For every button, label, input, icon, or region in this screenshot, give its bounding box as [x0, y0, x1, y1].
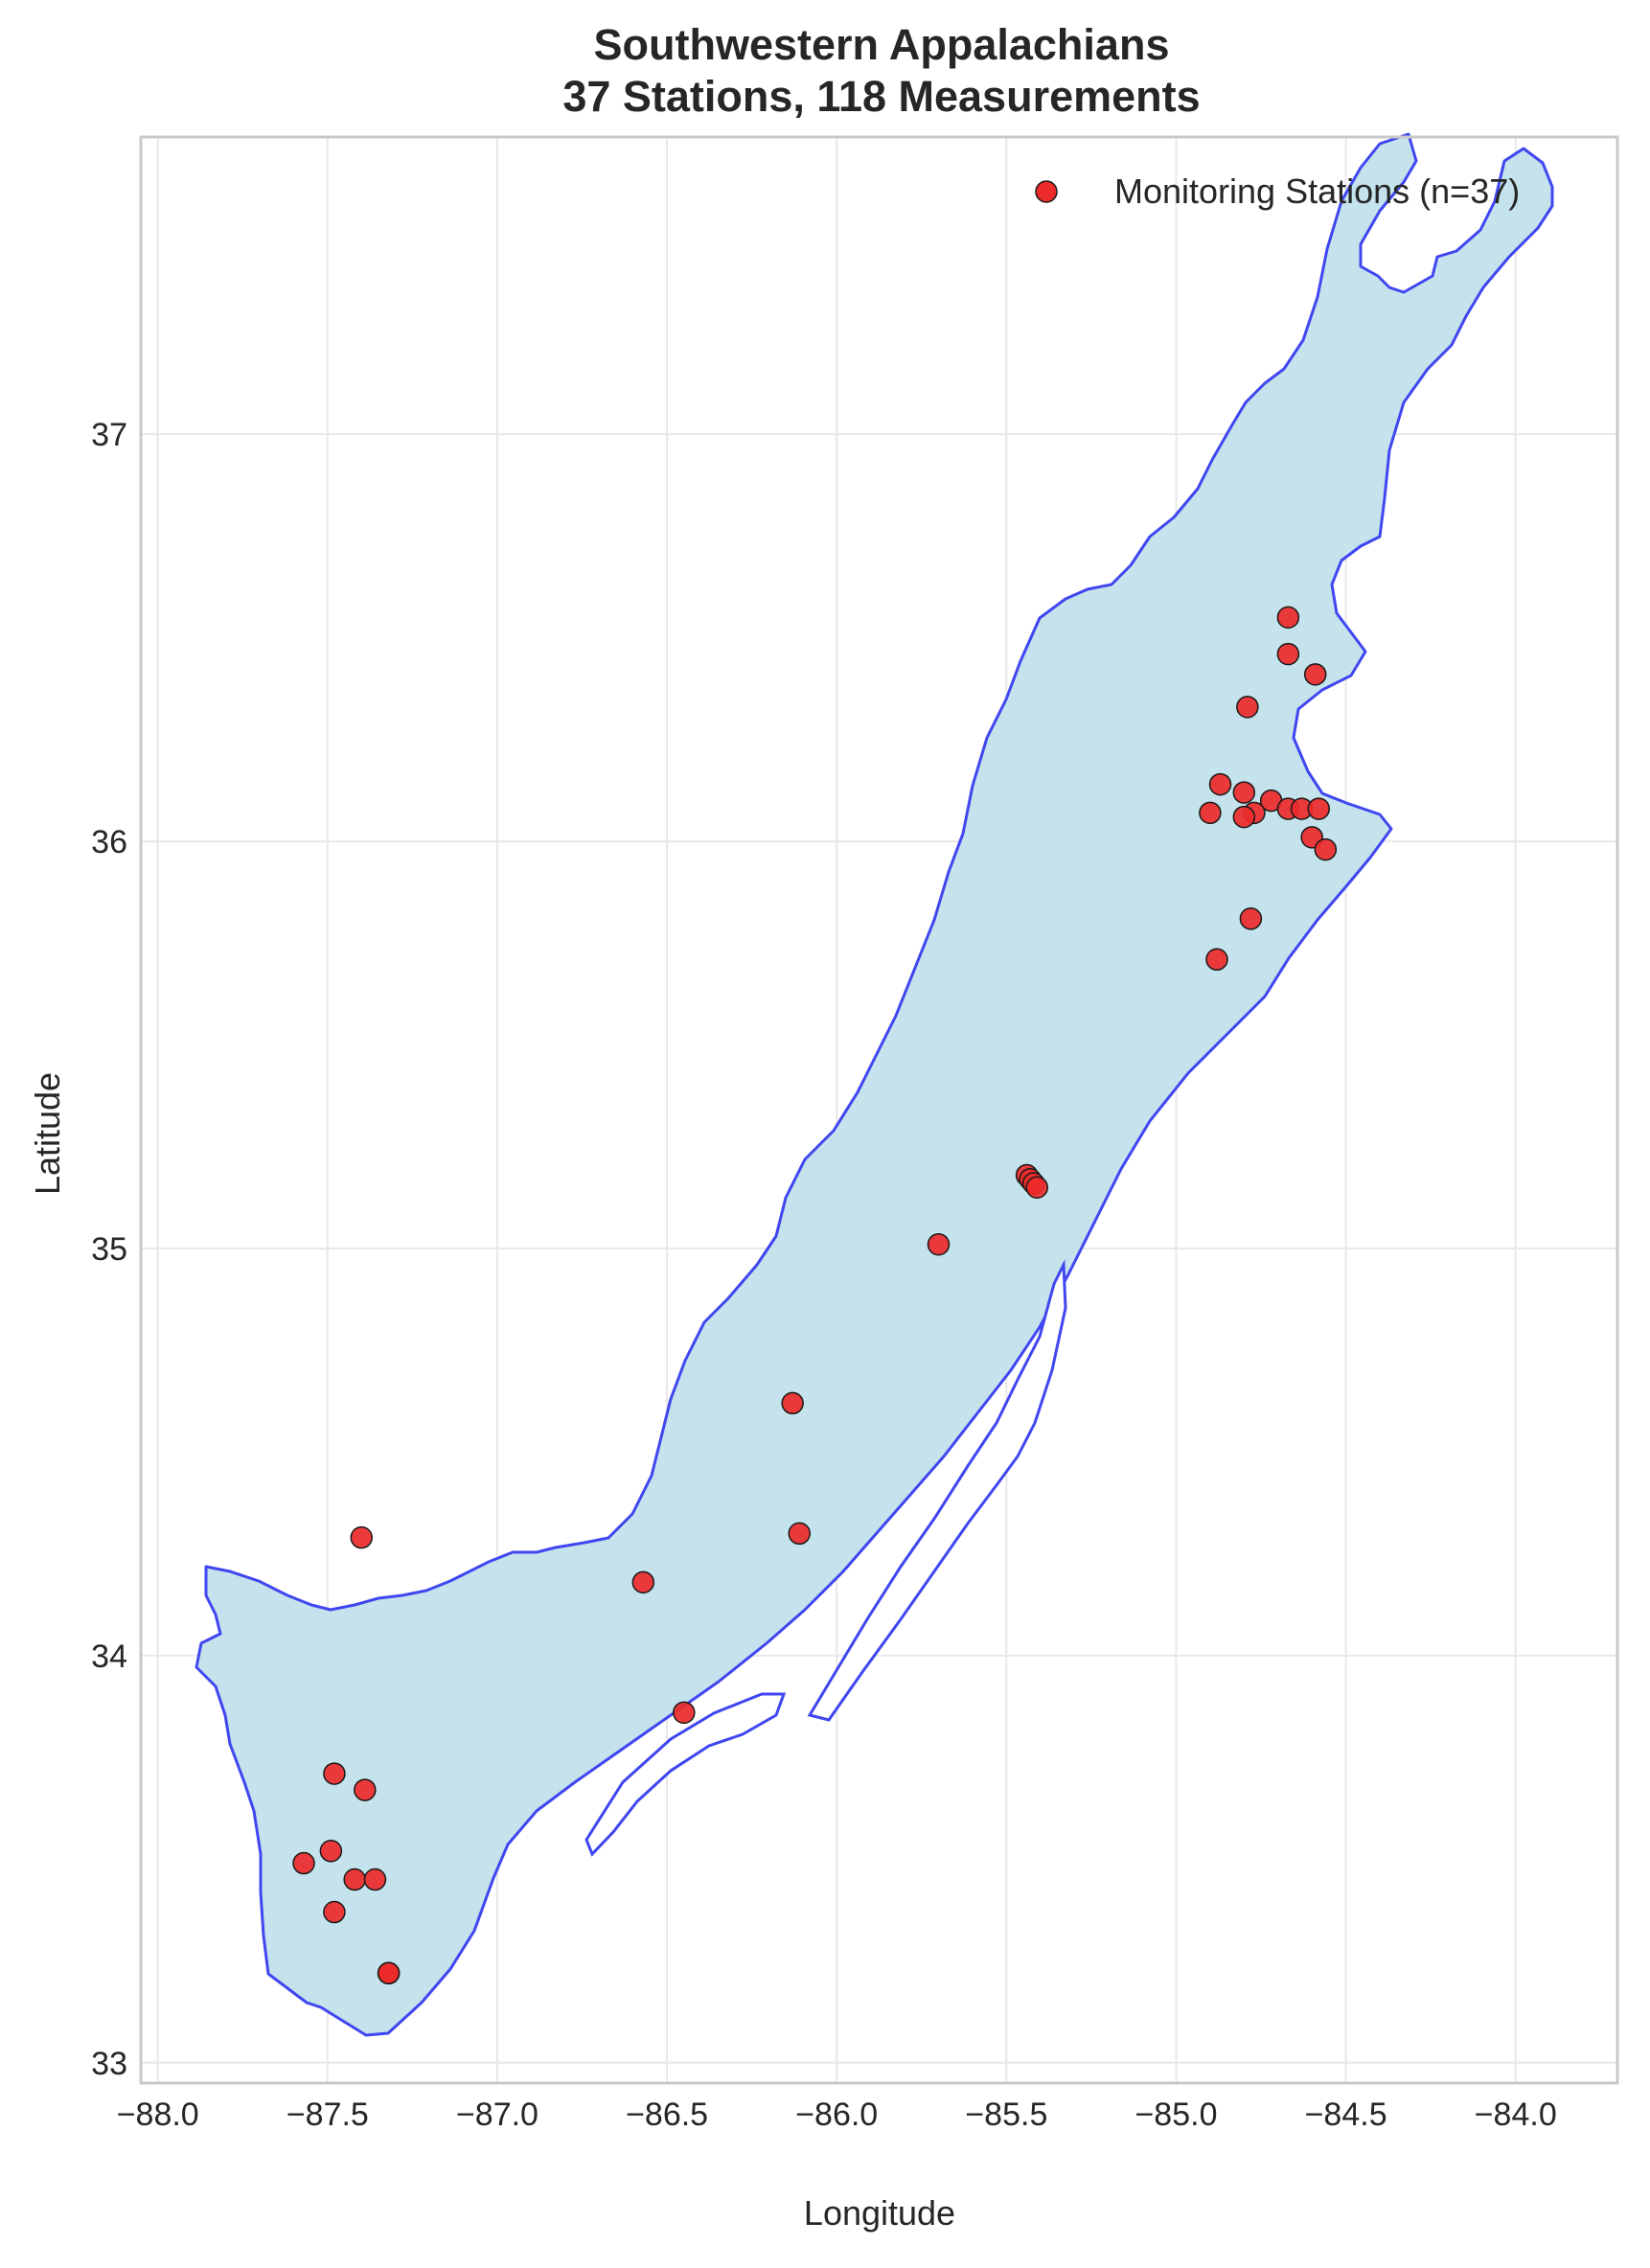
- legend-label: Monitoring Stations (n=37): [1114, 172, 1520, 211]
- station-marker: [363, 1867, 387, 1891]
- ecoregion-hole-outline: [584, 1692, 787, 1857]
- station-marker: [377, 1961, 401, 1985]
- station-marker: [1208, 772, 1232, 796]
- station-marker: [292, 1851, 315, 1875]
- x-tick-labels: −88.0 −87.5 −87.0 −86.5 −86.0 −85.5 −85.0 −84.5…: [117, 2096, 1557, 2133]
- station-marker: [673, 1701, 696, 1725]
- legend: Monitoring Stations (n=37): [1035, 172, 1520, 211]
- station-marker: [1205, 948, 1228, 972]
- station-marker: [350, 1525, 374, 1549]
- station-marker: [343, 1867, 366, 1891]
- station-marker: [323, 1900, 346, 1924]
- x-tick-label: −88.0: [117, 2096, 199, 2133]
- y-tick-label: 37: [91, 417, 127, 453]
- station-markers: [292, 606, 1338, 1985]
- station-marker: [1303, 663, 1327, 686]
- station-marker: [1276, 606, 1300, 630]
- station-marker: [1236, 696, 1259, 719]
- x-tick-label: −84.0: [1475, 2096, 1557, 2133]
- station-marker: [781, 1391, 804, 1415]
- station-marker: [1239, 907, 1263, 930]
- y-tick-label: 33: [91, 2046, 127, 2082]
- map-subtitle: 37 Stations, 118 Measurements: [562, 72, 1200, 121]
- y-tick-label: 36: [91, 824, 127, 860]
- y-tick-label: 34: [91, 1638, 127, 1675]
- station-marker: [1025, 1176, 1048, 1199]
- station-marker: [323, 1762, 346, 1785]
- station-marker: [319, 1840, 343, 1863]
- station-marker: [631, 1570, 655, 1594]
- station-marker: [1307, 797, 1331, 820]
- x-tick-label: −85.5: [965, 2096, 1047, 2133]
- station-marker: [1199, 801, 1222, 825]
- station-marker: [1314, 837, 1338, 861]
- x-tick-label: −84.5: [1305, 2096, 1387, 2133]
- ecoregion-hole-outline: [807, 1259, 1067, 1722]
- plot-frame: [139, 135, 1619, 2085]
- x-tick-label: −86.5: [626, 2096, 708, 2133]
- x-tick-label: −86.0: [795, 2096, 878, 2133]
- station-marker: [1232, 805, 1256, 829]
- map-title: Southwestern Appalachians: [594, 20, 1170, 69]
- station-marker: [927, 1232, 951, 1256]
- station-marker: [1232, 781, 1256, 804]
- ecoregion-polygon: [195, 132, 1554, 2037]
- station-marker: [788, 1522, 812, 1546]
- x-tick-label: −85.0: [1134, 2096, 1217, 2133]
- region-layer: [195, 132, 1554, 2037]
- legend-marker: [1035, 180, 1058, 203]
- x-axis-label: Longitude: [804, 2193, 955, 2233]
- x-tick-label: −87.0: [456, 2096, 539, 2133]
- y-tick-labels: 33 34 35 36 37: [91, 417, 127, 2082]
- x-tick-label: −87.5: [286, 2096, 369, 2133]
- station-marker: [1276, 642, 1300, 666]
- y-axis-label: Latitude: [28, 1072, 67, 1195]
- station-marker: [354, 1778, 377, 1801]
- y-tick-label: 35: [91, 1231, 127, 1268]
